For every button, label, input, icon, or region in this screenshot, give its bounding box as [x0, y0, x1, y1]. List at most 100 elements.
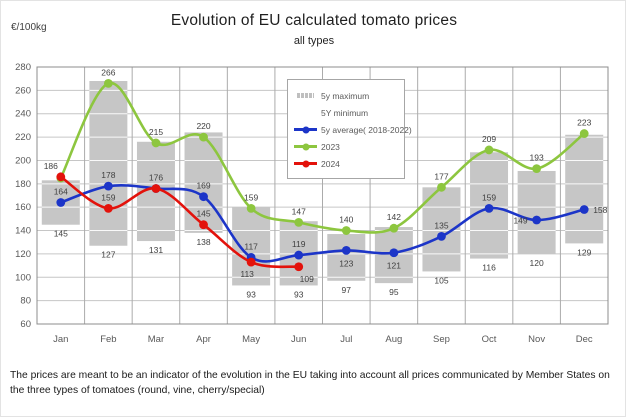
y-axis-tick-label: 80: [20, 296, 31, 307]
data-label-2024: 176: [149, 172, 163, 182]
legend-item-label: 5Y minimum: [321, 107, 369, 118]
data-point-5y-average-2018-2022-: [103, 181, 113, 191]
data-label-2023: 177: [434, 171, 448, 181]
data-label-2023: 220: [196, 121, 210, 131]
range-bar: [89, 81, 128, 246]
data-point-5y-average-2018-2022-: [532, 215, 542, 225]
range-bar: [327, 234, 366, 281]
month-label: Dec: [576, 334, 593, 345]
legend-item-label: 2024: [321, 158, 340, 169]
data-point-2023: [151, 138, 161, 148]
line-marker-swatch-icon: [294, 160, 317, 167]
footnote: The prices are meant to be an indicator …: [10, 370, 610, 396]
month-label: May: [242, 334, 260, 345]
data-label-2023: 215: [149, 127, 163, 137]
min-value-label: 116: [482, 263, 496, 273]
data-point-2023: [246, 203, 256, 213]
month-label: Sep: [433, 334, 450, 345]
data-label-5y-average-2018-2022-: 164: [54, 187, 68, 197]
chart-subtitle: all types: [293, 35, 335, 47]
data-label-2023: 266: [101, 67, 115, 77]
legend-item-2024: 2024: [294, 155, 400, 172]
legend-item-label: 2023: [321, 141, 340, 152]
data-point-2023: [437, 182, 446, 192]
data-point-2023: [341, 226, 351, 235]
data-label-5y-average-2018-2022-: 178: [101, 170, 115, 180]
min-value-label: 120: [530, 258, 544, 268]
month-label: Oct: [482, 334, 497, 345]
data-point-5y-average-2018-2022-: [199, 192, 208, 202]
y-axis-tick-label: 100: [15, 272, 31, 283]
y-axis-unit-label: €/100kg: [11, 22, 47, 33]
data-label-5y-average-2018-2022-: 123: [339, 258, 353, 268]
month-label: Jun: [291, 334, 306, 345]
data-label-2023: 193: [530, 153, 544, 163]
data-label-5y-average-2018-2022-: 119: [292, 239, 306, 249]
legend-item-2023: 2023: [294, 138, 400, 155]
y-axis-tick-label: 180: [15, 179, 31, 190]
data-point-5y-average-2018-2022-: [579, 205, 589, 214]
min-value-label: 131: [149, 245, 163, 255]
data-point-2024: [56, 172, 66, 182]
data-label-2023: 209: [482, 134, 496, 144]
min-value-label: 93: [246, 289, 256, 299]
data-point-2023: [579, 129, 589, 138]
y-axis-tick-label: 60: [20, 319, 31, 330]
data-label-5y-average-2018-2022-: 121: [387, 261, 401, 271]
line-marker-swatch-icon: [294, 143, 317, 150]
data-point-2024: [199, 220, 208, 230]
data-label-5y-average-2018-2022-: 149: [513, 216, 527, 226]
data-point-5y-average-2018-2022-: [341, 246, 351, 255]
y-axis-tick-label: 120: [15, 249, 31, 260]
month-label: Mar: [148, 334, 164, 345]
data-label-5y-average-2018-2022-: 169: [196, 181, 210, 191]
y-axis-tick-label: 260: [15, 85, 31, 96]
month-label: Aug: [385, 334, 402, 345]
data-label-2024: 113: [240, 269, 254, 279]
month-label: Apr: [196, 334, 211, 345]
data-point-2024: [294, 262, 304, 272]
min-value-label: 97: [342, 285, 352, 295]
y-axis-tick-label: 160: [15, 202, 31, 213]
min-value-label: 95: [389, 287, 399, 297]
data-point-2023: [532, 164, 542, 174]
min-value-label: 93: [294, 289, 304, 299]
month-label: Jan: [53, 334, 68, 345]
data-point-2023: [389, 223, 399, 233]
data-label-2023: 147: [292, 206, 306, 216]
data-label-5y-average-2018-2022-: 117: [244, 241, 258, 251]
data-label-2023: 159: [244, 192, 258, 202]
range-bar: [565, 134, 604, 244]
data-label-5y-average-2018-2022-: 135: [434, 220, 448, 230]
data-point-2024: [103, 203, 113, 213]
data-label-2024: 159: [101, 192, 115, 202]
legend-item-5y-minimum: 5Y minimum: [294, 104, 400, 121]
range-bar-swatch-icon: [294, 93, 317, 98]
y-axis-tick-label: 240: [15, 109, 31, 120]
data-point-5y-average-2018-2022-: [484, 203, 494, 213]
min-value-label: 105: [434, 275, 448, 285]
data-point-2023: [294, 217, 304, 227]
data-label-2023: 142: [387, 212, 401, 222]
data-point-2023: [199, 132, 208, 142]
data-label-2024: 186: [44, 161, 58, 171]
plot-border: [36, 66, 609, 325]
y-axis-tick-label: 220: [15, 132, 31, 143]
min-value-label: 138: [196, 237, 210, 247]
data-point-2023: [484, 145, 494, 155]
data-label-2024: 109: [300, 274, 314, 284]
y-axis-tick-label: 140: [15, 226, 31, 237]
min-value-label: 129: [577, 247, 591, 257]
price-chart: 145 127 131 138 93 93 97 95 105 116 120 129 60 80 100 1…: [15, 62, 609, 345]
data-point-2023: [103, 78, 113, 88]
legend-item-5y-maximum: 5y maximum: [294, 87, 400, 104]
data-label-2023: 223: [577, 118, 591, 128]
data-point-2024: [246, 257, 256, 267]
legend-item-label: 5y maximum: [321, 90, 370, 101]
data-label-2023: 140: [339, 215, 353, 225]
range-bar: [184, 132, 223, 233]
data-point-5y-average-2018-2022-: [437, 231, 446, 241]
legend-item-label: 5y average( 2018-2022): [321, 124, 412, 135]
month-label: Jul: [340, 334, 352, 345]
